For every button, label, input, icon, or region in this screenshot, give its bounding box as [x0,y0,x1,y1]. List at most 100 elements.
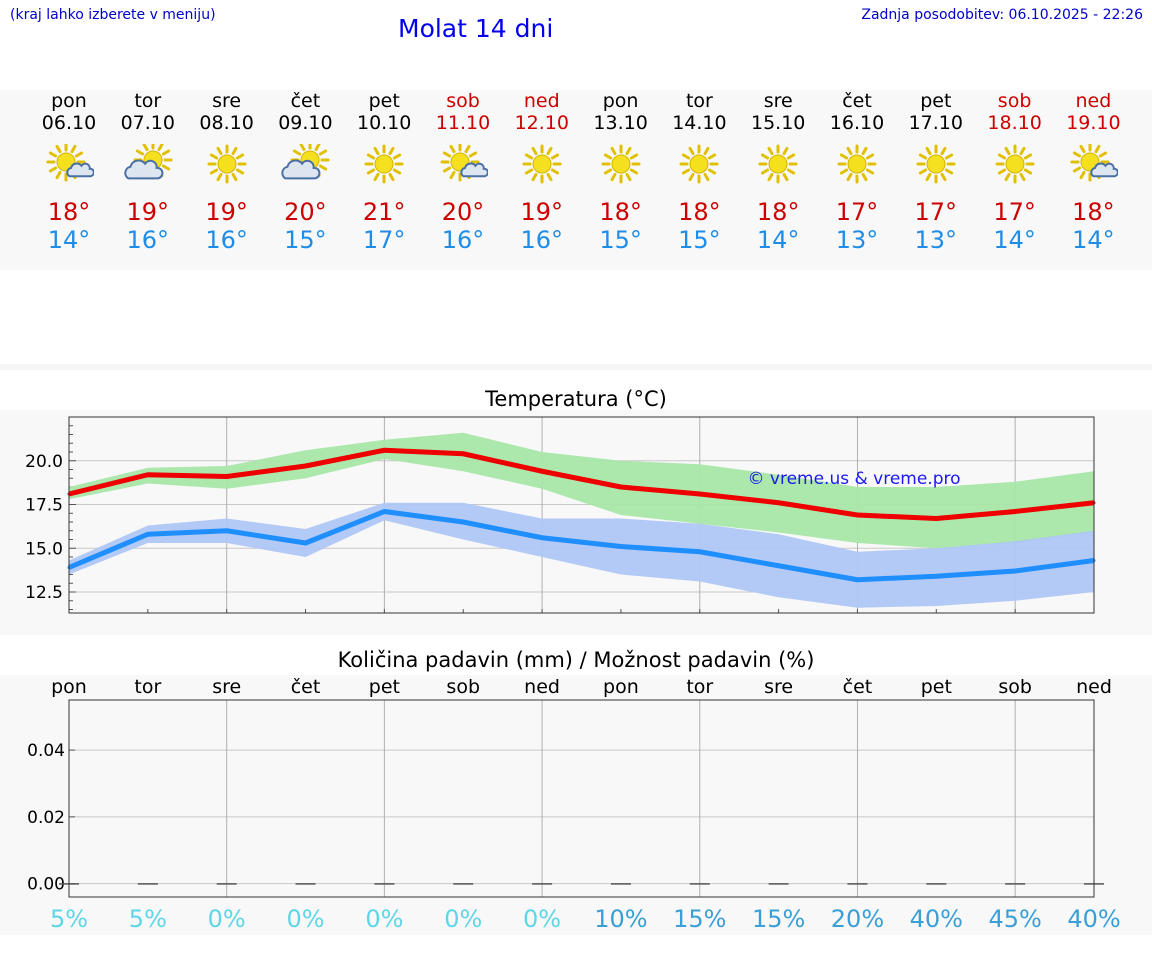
max-temperature-point [619,485,623,489]
min-temperature: 16° [520,226,564,254]
sun-icon [916,144,956,184]
min-temperature-point [855,578,859,582]
day-name: sre [763,90,793,112]
precipitation-bar [926,883,947,885]
y-tick-label: 0.02 [27,808,65,828]
max-temperature: 18° [599,198,642,226]
day-name: ned [1075,90,1112,112]
day-column: pet 10.10 21° 17° [339,90,429,254]
cloud-sun-icon [281,144,330,180]
day-name: pon [602,90,639,112]
min-temperature-point [146,532,150,536]
max-temperature: 18° [678,198,721,226]
precipitation-probability: 0% [365,905,403,933]
day-column: tor 07.10 19° 16° [103,90,193,254]
min-temperature: 13° [914,226,958,254]
y-tick-label: 20.0 [25,452,63,472]
plot-frame [68,699,1095,898]
cloud-shape [281,159,321,180]
y-tick-label: 12.5 [25,583,63,603]
day-date: 17.10 [908,112,963,134]
max-temperature: 17° [914,198,958,226]
precipitation-chart-title: Količina padavin (mm) / Možnost padavin … [337,648,815,672]
max-temperature-point [304,464,308,468]
cloud-sun-icon [124,144,173,180]
day-column: čet 09.10 20° 15° [260,90,350,254]
min-temperature: 14° [993,226,1036,254]
day-date: 14.10 [672,112,727,134]
sun-shape [837,144,877,184]
x-category-label: pon [603,676,639,698]
x-category-label: ned [1076,676,1112,698]
min-range-band [69,502,1094,608]
day-column: ned 19.10 18° 14° [1048,90,1138,254]
day-column: pon 13.10 18° 15° [576,90,666,254]
sun-shape [995,144,1035,184]
sun-shape [916,144,956,184]
day-column: ned 12.10 19° 16° [497,90,587,254]
day-date: 09.10 [278,112,333,134]
min-temperature: 14° [47,226,91,254]
min-temperature-point [934,574,938,578]
max-temperature-point [146,473,150,477]
min-temperature: 14° [1072,226,1115,254]
sun-icon [758,144,798,184]
cloud-shape [460,162,488,178]
day-date: 07.10 [120,112,175,134]
sun-icon [522,144,562,184]
min-temperature-point [1013,569,1017,573]
max-temperature: 17° [835,198,879,226]
day-date: 19.10 [1066,112,1121,134]
precipitation-probability: 15% [752,905,805,933]
y-tick-label: 0.04 [27,741,65,761]
day-date: 13.10 [593,112,648,134]
day-column: tor 14.10 18° 15° [654,90,744,254]
max-temperature: 18° [47,198,91,226]
x-category-label: sob [998,676,1032,698]
day-name: sob [997,90,1032,112]
day-date: 18.10 [987,112,1042,134]
precipitation-probability: 20% [831,905,884,933]
day-date: 08.10 [199,112,254,134]
sun-cloud-icon [1070,144,1119,182]
min-temperature-point [382,510,386,513]
y-tick-label: 0.00 [27,875,65,895]
max-temperature-point [934,517,938,520]
day-name: ned [523,90,560,112]
day-name: pet [368,90,400,112]
day-date: 16.10 [829,112,885,134]
sun-shape [207,144,247,184]
precipitation-bar [374,883,395,885]
sun-icon [679,144,719,184]
precipitation-probability: 0% [444,905,482,933]
precipitation-bar [768,883,789,885]
day-column: pon 06.10 18° 14° [24,90,114,254]
min-temperature: 17° [362,226,406,254]
min-temperature: 16° [441,226,485,254]
precipitation-probability: 40% [1067,905,1120,933]
day-name: sre [212,90,242,112]
max-temperature-point [855,513,859,517]
precipitation-probability: 5% [129,905,167,933]
x-category-label: ned [524,676,560,698]
x-category-label: pet [921,676,952,698]
plot-frame [68,416,1095,614]
max-temperature-point [225,475,229,478]
day-column: sre 15.10 18° 14° [733,90,823,254]
max-temperature-point [382,448,386,452]
y-tick-label: 15.0 [25,539,63,559]
x-category-label: čet [291,676,321,698]
max-temperature: 18° [756,198,800,226]
precipitation-probability: 0% [286,905,324,933]
precipitation-probability: 45% [988,905,1041,933]
max-temperature-line [68,447,1095,521]
precipitation-probability: 15% [673,905,726,933]
precipitation-probability: 40% [910,905,963,933]
precipitation-bar [295,883,316,885]
min-temperature-point [540,536,544,540]
min-temperature: 16° [126,226,170,254]
temperature-chart: 12.5 15.0 17.5 20.0 © vreme.us & vreme.pro [25,416,1096,614]
day-name: pet [920,90,952,112]
min-temperature-point [461,520,465,524]
max-temperature: 20° [441,198,485,226]
